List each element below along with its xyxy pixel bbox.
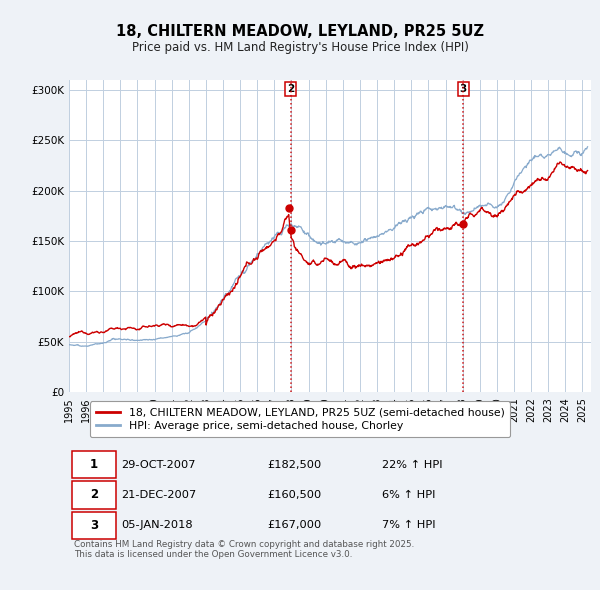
Text: 22% ↑ HPI: 22% ↑ HPI [382,460,443,470]
Text: 1: 1 [90,458,98,471]
Text: £160,500: £160,500 [268,490,322,500]
Text: Price paid vs. HM Land Registry's House Price Index (HPI): Price paid vs. HM Land Registry's House … [131,41,469,54]
FancyBboxPatch shape [71,512,116,539]
Text: 7% ↑ HPI: 7% ↑ HPI [382,520,436,530]
Text: 3: 3 [90,519,98,532]
Legend: 18, CHILTERN MEADOW, LEYLAND, PR25 5UZ (semi-detached house), HPI: Average price: 18, CHILTERN MEADOW, LEYLAND, PR25 5UZ (… [90,401,511,437]
Text: 21-DEC-2007: 21-DEC-2007 [121,490,196,500]
Text: 18, CHILTERN MEADOW, LEYLAND, PR25 5UZ: 18, CHILTERN MEADOW, LEYLAND, PR25 5UZ [116,24,484,38]
Text: 2: 2 [90,489,98,502]
Text: 05-JAN-2018: 05-JAN-2018 [121,520,193,530]
Text: £167,000: £167,000 [268,520,322,530]
Text: £182,500: £182,500 [268,460,322,470]
Text: 6% ↑ HPI: 6% ↑ HPI [382,490,436,500]
FancyBboxPatch shape [71,481,116,509]
FancyBboxPatch shape [71,451,116,478]
Text: 3: 3 [460,84,467,94]
Text: 2: 2 [287,84,295,94]
Text: Contains HM Land Registry data © Crown copyright and database right 2025.
This d: Contains HM Land Registry data © Crown c… [74,540,415,559]
Text: 29-OCT-2007: 29-OCT-2007 [121,460,196,470]
